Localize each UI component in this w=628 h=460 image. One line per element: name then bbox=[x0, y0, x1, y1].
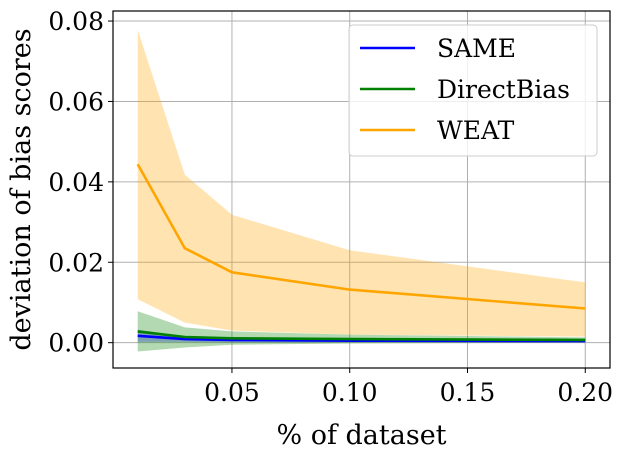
x-axis-label: % of dataset bbox=[276, 420, 446, 451]
y-tick-label: 0.08 bbox=[48, 7, 104, 36]
weat-line bbox=[136, 163, 586, 310]
x-tick-label: 0.15 bbox=[440, 378, 496, 407]
directbias-line bbox=[137, 330, 586, 342]
y-axis-ticks: 0.00 0.02 0.04 0.06 0.08 bbox=[48, 7, 113, 358]
y-axis-label: deviation of bias scores bbox=[6, 28, 37, 350]
x-tick-label: 0.05 bbox=[204, 378, 260, 407]
x-tick-label: 0.10 bbox=[322, 378, 378, 407]
x-axis-ticks: 0.05 0.10 0.15 0.20 bbox=[204, 368, 613, 407]
legend-box bbox=[348, 24, 598, 157]
y-tick-label: 0.06 bbox=[48, 87, 104, 116]
y-tick-label: 0.04 bbox=[48, 168, 104, 197]
x-tick-label: 0.20 bbox=[557, 378, 613, 407]
y-tick-label: 0.02 bbox=[48, 248, 104, 277]
legend-label-same: SAME bbox=[437, 34, 516, 63]
y-tick-label: 0.00 bbox=[48, 329, 104, 358]
axes-frame bbox=[112, 10, 611, 369]
legend-label-directbias: DirectBias bbox=[437, 75, 570, 104]
same-line bbox=[137, 334, 586, 343]
weat-band bbox=[137, 29, 586, 337]
legend: SAME DirectBias WEAT bbox=[348, 24, 598, 157]
series-lines bbox=[136, 163, 586, 343]
legend-label-weat: WEAT bbox=[437, 116, 515, 145]
